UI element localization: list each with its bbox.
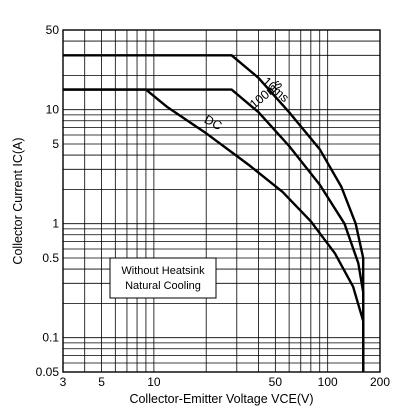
y-axis-label: Collector Current IC(A) [11, 137, 25, 264]
series-line-2 [63, 88, 365, 372]
y-tick-label: 5 [52, 137, 59, 151]
x-tick-label: 200 [370, 375, 390, 389]
series-line-1 [63, 88, 365, 372]
annotation-frame [109, 257, 217, 299]
y-tick-label: 1 [52, 217, 59, 231]
series-line-0 [63, 54, 365, 372]
annotation-line-1: Without Heatsink [121, 265, 205, 277]
x-tick-label: 50 [269, 375, 283, 389]
x-tick-label: 3 [60, 375, 67, 389]
x-axis-label: Collector-Emitter Voltage VCE(V) [129, 392, 313, 406]
x-tick-label: 10 [147, 375, 161, 389]
annotation-line-2: Natural Cooling [125, 280, 201, 292]
x-tick-label: 5 [98, 375, 105, 389]
y-tick-label: 0.05 [36, 365, 60, 379]
series-label-dc: DC [202, 112, 225, 133]
y-tick-label: 0.1 [42, 331, 59, 345]
y-tick-label: 0.5 [42, 251, 59, 265]
plot-frame [62, 29, 381, 373]
annotation-box: Without Heatsink Natural Cooling [109, 257, 217, 299]
x-tick-label: 100 [318, 375, 338, 389]
grid-lines [63, 30, 380, 372]
y-tick-label: 10 [46, 103, 60, 117]
y-tick-label: 50 [46, 23, 60, 37]
tick-labels: 3 5 10 50 100 200 0.05 0.1 0.5 1 5 10 50 [36, 23, 391, 389]
curves [63, 54, 365, 372]
